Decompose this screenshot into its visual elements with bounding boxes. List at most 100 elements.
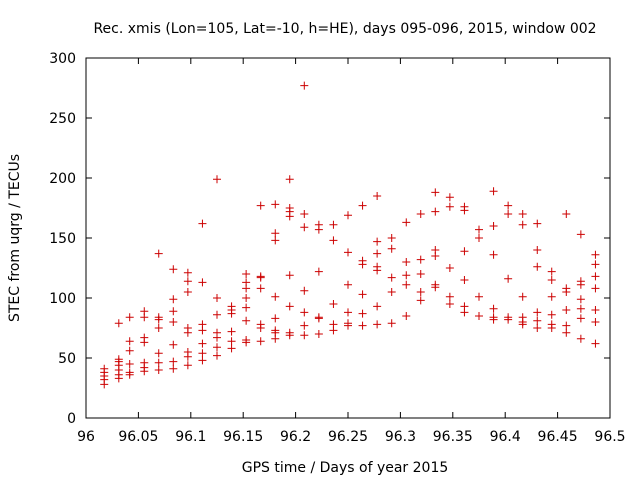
data-point (154, 358, 163, 367)
data-point (576, 334, 585, 343)
data-point (198, 278, 207, 287)
y-tick-label: 100 (49, 291, 76, 307)
data-point (154, 313, 163, 322)
data-point (344, 319, 352, 328)
data-point (329, 300, 338, 308)
data-point (489, 304, 498, 313)
data-point (460, 302, 469, 311)
data-point (314, 267, 323, 276)
data-point (183, 277, 192, 286)
data-point (475, 225, 483, 234)
data-point (256, 284, 265, 293)
data-point (213, 328, 221, 337)
data-point (256, 320, 265, 329)
data-point (125, 368, 134, 377)
data-point (445, 193, 454, 202)
data-point (373, 192, 382, 200)
data-point (285, 175, 294, 184)
x-tick-label: 96.35 (433, 429, 473, 445)
data-point (402, 218, 411, 227)
data-point (402, 271, 411, 280)
data-point (271, 200, 280, 209)
data-point (329, 220, 338, 229)
y-axis-label: STEC from uqrg / TECUs (7, 154, 23, 322)
data-points (100, 81, 600, 389)
data-point (213, 294, 221, 302)
data-point (489, 187, 498, 196)
data-point (271, 229, 280, 238)
x-tick-label: 96.25 (328, 429, 368, 445)
data-point (285, 204, 294, 212)
data-point (300, 210, 309, 218)
data-point (518, 220, 527, 229)
data-point (562, 284, 571, 293)
y-tick-label: 0 (67, 411, 76, 427)
data-point (125, 346, 134, 355)
data-point (402, 258, 411, 266)
data-point (242, 294, 251, 302)
data-point (300, 308, 309, 317)
data-point (213, 310, 221, 319)
data-point (547, 276, 556, 284)
data-point (591, 272, 600, 281)
data-point (242, 336, 251, 344)
x-tick-label: 96.4 (490, 429, 521, 445)
data-point (445, 292, 454, 301)
data-point (227, 327, 236, 336)
x-tick-label: 96.45 (538, 429, 578, 445)
data-point (489, 313, 498, 322)
data-point (591, 250, 600, 259)
data-point (533, 308, 542, 317)
data-point (562, 306, 571, 314)
data-point (358, 256, 367, 265)
data-point (402, 312, 411, 320)
data-point (373, 320, 382, 329)
y-tick-label: 50 (58, 351, 76, 367)
data-point (591, 260, 600, 269)
x-tick-label: 96.2 (280, 429, 311, 445)
data-point (183, 324, 192, 332)
data-point (518, 210, 527, 218)
data-point (445, 300, 454, 308)
data-point (533, 246, 542, 254)
data-point (285, 328, 294, 337)
data-point (489, 222, 498, 230)
data-point (387, 273, 396, 282)
data-point (431, 207, 440, 216)
data-point (591, 318, 600, 326)
data-point (358, 290, 367, 299)
data-point (169, 265, 178, 274)
data-point (125, 337, 134, 346)
chart-title: Rec. xmis (Lon=105, Lat=-10, h=HE), days… (93, 21, 596, 37)
data-point (373, 249, 382, 258)
data-point (242, 270, 251, 278)
data-point (256, 201, 265, 210)
data-point (300, 286, 309, 295)
data-point (227, 337, 236, 346)
data-point (518, 313, 527, 322)
x-tick-label: 96 (77, 429, 95, 445)
data-point (387, 234, 396, 242)
data-point (140, 307, 149, 316)
x-tick-label: 96.1 (175, 429, 206, 445)
data-point (416, 270, 425, 278)
data-point (300, 81, 309, 90)
data-point (314, 220, 323, 229)
data-point (344, 211, 352, 220)
data-point (504, 210, 513, 218)
data-point (213, 175, 221, 184)
data-point (183, 348, 192, 356)
data-point (431, 280, 440, 289)
data-point (431, 188, 440, 197)
data-point (445, 202, 454, 211)
data-point (416, 255, 425, 264)
data-point (344, 308, 352, 317)
data-point (445, 264, 454, 272)
data-point (198, 219, 207, 228)
data-point (125, 360, 134, 368)
data-point (329, 236, 338, 245)
data-point (271, 292, 280, 301)
data-point (169, 318, 178, 326)
data-point (213, 351, 221, 360)
data-point (256, 272, 265, 281)
